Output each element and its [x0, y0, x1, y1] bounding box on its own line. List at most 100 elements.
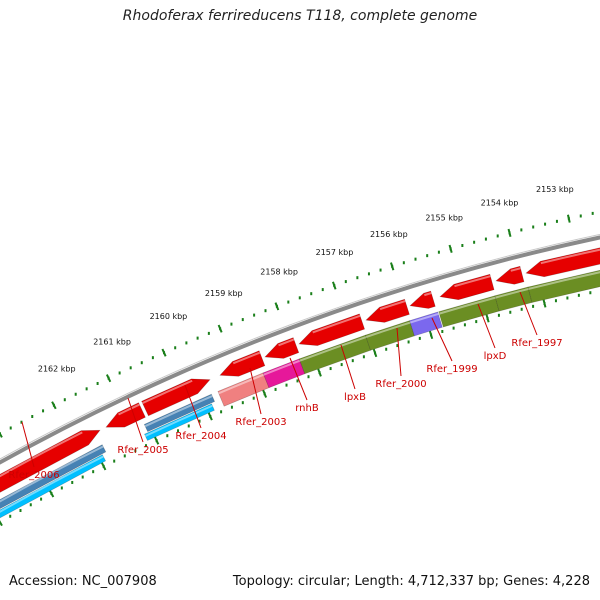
- accession-text: Accession: NC_007908: [9, 574, 157, 589]
- scale-dot: [177, 429, 180, 433]
- scale-dot: [532, 304, 535, 308]
- gene-label: Rfer_1997: [511, 338, 562, 349]
- kbp-label: 2156 kbp: [370, 230, 408, 239]
- gene-leader-line: [340, 344, 356, 390]
- scale-dot: [396, 344, 399, 348]
- scale-dot: [296, 379, 299, 383]
- scale-major-tick: [105, 374, 112, 383]
- scale-dot: [166, 434, 169, 438]
- outer-scale-track: [0, 211, 594, 438]
- scale-dot: [151, 356, 154, 360]
- scale-dot: [461, 244, 464, 248]
- backbone-highlight: [0, 233, 600, 460]
- cds-arrow: [525, 247, 600, 278]
- scale-dot: [441, 329, 444, 333]
- scale-dot: [463, 323, 466, 327]
- scale-dot: [134, 449, 137, 453]
- gene-label: Rfer_2005: [117, 445, 168, 456]
- scale-dot: [230, 405, 233, 409]
- scale-major-tick: [274, 302, 280, 311]
- scale-major-tick: [100, 462, 107, 471]
- gene-label: Rfer_2006: [8, 470, 59, 481]
- gene-label: Rfer_2000: [375, 379, 426, 390]
- cds-arrow: [141, 378, 211, 417]
- scale-dot: [187, 424, 190, 428]
- gene-leader-line: [396, 327, 402, 377]
- gene-leader-line: [184, 384, 202, 429]
- scale-dot: [402, 261, 405, 265]
- scale-dot: [310, 292, 313, 296]
- scale-dot: [9, 426, 12, 430]
- scale-dot: [362, 355, 365, 359]
- scale-dot: [42, 409, 45, 413]
- scale-dot: [497, 313, 500, 317]
- inner-scale-track: [0, 291, 592, 527]
- cds-arrow: [0, 429, 101, 493]
- scale-dot: [307, 375, 310, 379]
- kbp-label: 2155 kbp: [425, 214, 463, 223]
- scale-dot: [196, 336, 199, 340]
- scale-major-tick: [332, 281, 337, 290]
- scale-dot: [414, 257, 417, 261]
- scale-dot: [484, 237, 487, 241]
- scale-dot: [579, 214, 582, 218]
- scale-major-tick: [262, 389, 268, 398]
- feature-box: [527, 269, 600, 303]
- scale-major-tick: [51, 401, 57, 410]
- scale-dot: [367, 272, 370, 276]
- scale-dot: [113, 459, 116, 463]
- scale-dot: [340, 363, 343, 367]
- gene-leader-line: [519, 291, 538, 336]
- scale-dot: [554, 299, 557, 303]
- kbp-label: 2159 kbp: [205, 289, 243, 298]
- scale-major-tick: [390, 262, 395, 271]
- feature-box: [143, 393, 215, 432]
- scale-dot: [220, 410, 223, 414]
- scale-dot: [174, 346, 177, 350]
- gene-label: Rfer_2003: [235, 417, 286, 428]
- gene-label: Rfer_2004: [175, 431, 226, 442]
- scale-dot: [426, 254, 429, 258]
- scale-dot: [118, 371, 121, 375]
- scale-major-tick: [317, 368, 322, 377]
- backbone-line: [0, 235, 600, 465]
- genome-backbone: [0, 233, 600, 465]
- gene-leader-line: [477, 303, 496, 349]
- scale-dot: [85, 387, 88, 391]
- scale-major-tick: [566, 214, 571, 223]
- scale-major-tick: [507, 228, 512, 238]
- scale-dot: [144, 444, 147, 448]
- topology-text: Topology: circular; Length: 4,712,337 bp…: [232, 574, 590, 589]
- scale-dot: [509, 310, 512, 314]
- scale-dot: [71, 480, 74, 484]
- scale-dot: [96, 381, 99, 385]
- scale-dot: [185, 341, 188, 345]
- scale-dot: [123, 454, 126, 458]
- kbp-label: 2162 kbp: [38, 364, 76, 373]
- scale-major-tick: [448, 244, 453, 253]
- scale-dot: [566, 296, 569, 300]
- scale-dot: [351, 359, 354, 363]
- scale-dot: [60, 486, 63, 490]
- scale-major-tick: [485, 314, 490, 323]
- feature-box: [0, 444, 107, 509]
- kbp-label: 2153 kbp: [536, 185, 574, 194]
- gene-leader-line: [249, 367, 262, 415]
- scale-dot: [321, 288, 324, 292]
- scale-major-tick: [0, 520, 3, 527]
- scale-dot: [356, 276, 359, 280]
- scale-dot: [252, 396, 255, 400]
- gene-label: lpxD: [484, 351, 507, 362]
- scale-dot: [63, 398, 66, 402]
- scale-dot: [344, 280, 347, 284]
- scale-dot: [230, 322, 233, 326]
- scale-dot: [520, 228, 523, 232]
- scale-dot: [520, 307, 523, 311]
- feature-box: [0, 454, 107, 519]
- kbp-label: 2157 kbp: [316, 248, 354, 257]
- feature-box: [409, 311, 443, 337]
- cds-arrow: [298, 313, 365, 346]
- scale-dot: [20, 420, 23, 424]
